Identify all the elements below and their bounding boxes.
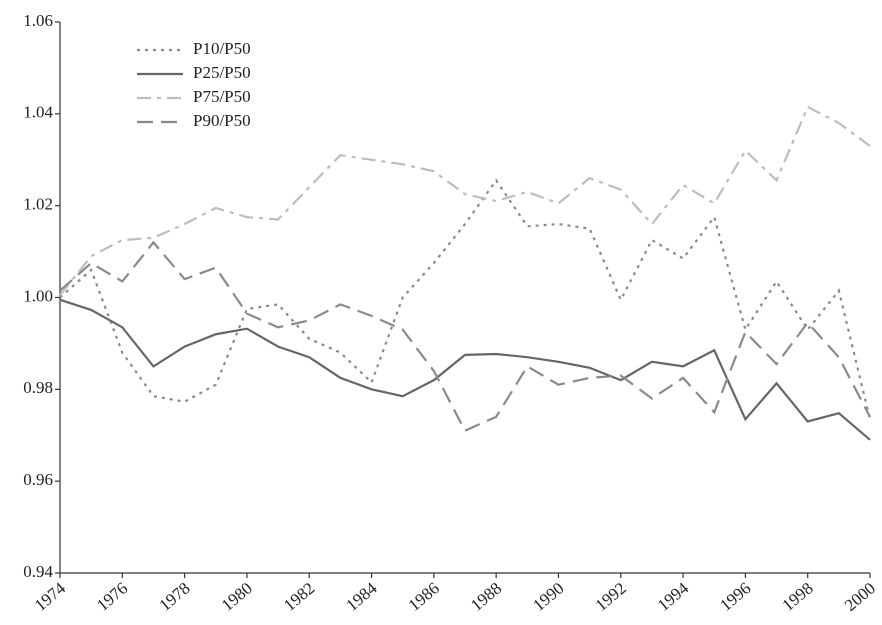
x-tick-label: 1982 [280, 579, 318, 615]
series-line [59, 178, 872, 420]
y-tick-label: 0.98 [23, 378, 53, 397]
x-tick-label: 1974 [31, 578, 70, 615]
x-tick-label: 1980 [218, 579, 256, 615]
x-tick-label: 1988 [467, 579, 505, 615]
x-tick-label: 1986 [405, 579, 443, 615]
x-tick-label: 1996 [716, 579, 754, 615]
y-tick-label: 0.96 [23, 470, 53, 489]
series-line [59, 298, 871, 441]
y-tick-label: 1.00 [23, 286, 53, 305]
x-tick-label: 2000 [841, 579, 879, 615]
legend-label: P10/P50 [193, 39, 251, 58]
series-line [59, 240, 871, 433]
legend-label: P25/P50 [193, 63, 251, 82]
x-tick-label: 1984 [342, 578, 381, 615]
x-tick-label: 1998 [779, 579, 817, 615]
y-tick-label: 0.94 [23, 562, 53, 581]
y-tick-label: 1.04 [23, 103, 53, 122]
y-tick-label: 1.06 [23, 11, 53, 30]
x-tick-label: 1990 [529, 579, 567, 615]
legend-label: P75/P50 [193, 87, 251, 106]
series-line [59, 105, 871, 296]
x-tick-label: 1992 [592, 579, 630, 615]
y-tick-label: 1.02 [23, 195, 53, 214]
x-tick-label: 1994 [654, 578, 693, 615]
x-tick-label: 1978 [155, 579, 193, 615]
legend-label: P90/P50 [193, 111, 251, 130]
x-tick-label: 1976 [93, 579, 131, 615]
